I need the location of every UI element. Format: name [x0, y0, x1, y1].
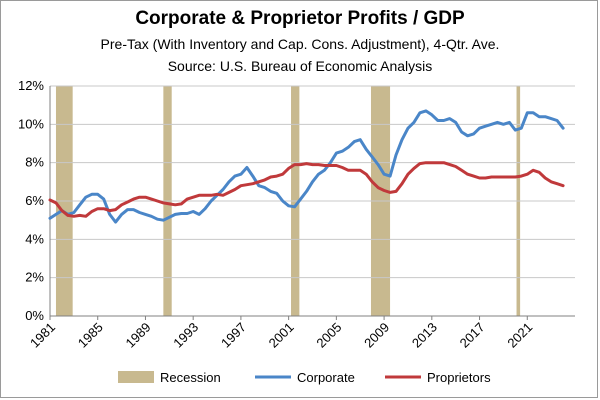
- series-line-corporate: [48, 109, 565, 224]
- chart-subtitle: Pre-Tax (With Inventory and Cap. Cons. A…: [100, 36, 500, 52]
- y-tick-label: 10%: [18, 116, 44, 131]
- x-tick-label: 1993: [170, 320, 201, 351]
- legend-item-corporate: Corporate: [255, 370, 355, 385]
- x-tick-label: 1981: [27, 320, 58, 351]
- legend-label: Corporate: [297, 370, 355, 385]
- x-tick-label: 2017: [457, 320, 488, 351]
- y-tick-label: 0%: [25, 308, 44, 323]
- series-line-proprietors: [48, 161, 565, 218]
- chart-source: Source: U.S. Bureau of Economic Analysis: [167, 58, 433, 74]
- y-tick-label: 8%: [25, 155, 44, 170]
- x-tick-label: 2009: [361, 320, 392, 351]
- chart-title: Corporate & Proprietor Profits / GDP: [135, 8, 465, 29]
- x-tick-label: 2021: [504, 320, 535, 351]
- legend-item-recession: Recession: [118, 370, 221, 385]
- y-tick-label: 6%: [25, 193, 44, 208]
- x-tick-label: 2005: [313, 320, 344, 351]
- y-tick-label: 2%: [25, 270, 44, 285]
- y-tick-label: 4%: [25, 231, 44, 246]
- y-tick-label: 12%: [18, 78, 44, 93]
- x-tick-label: 2001: [266, 320, 297, 351]
- x-tick-label: 1985: [75, 320, 106, 351]
- legend-label: Recession: [160, 370, 221, 385]
- legend-swatch-box: [118, 371, 154, 383]
- legend-item-proprietors: Proprietors: [385, 370, 491, 385]
- legend-label: Proprietors: [427, 370, 491, 385]
- x-tick-label: 2013: [409, 320, 440, 351]
- x-tick-label: 1989: [123, 320, 154, 351]
- x-tick-label: 1997: [218, 320, 249, 351]
